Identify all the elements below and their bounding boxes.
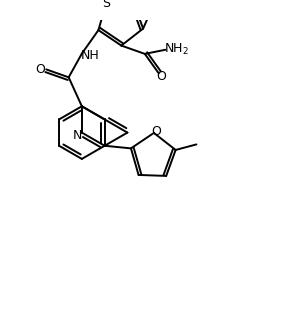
Text: O: O	[152, 124, 162, 138]
Text: NH: NH	[81, 49, 100, 62]
Text: O: O	[156, 71, 166, 83]
Text: NH$_2$: NH$_2$	[164, 42, 189, 57]
Text: N: N	[72, 129, 82, 142]
Text: O: O	[35, 63, 45, 76]
Text: S: S	[102, 0, 110, 10]
